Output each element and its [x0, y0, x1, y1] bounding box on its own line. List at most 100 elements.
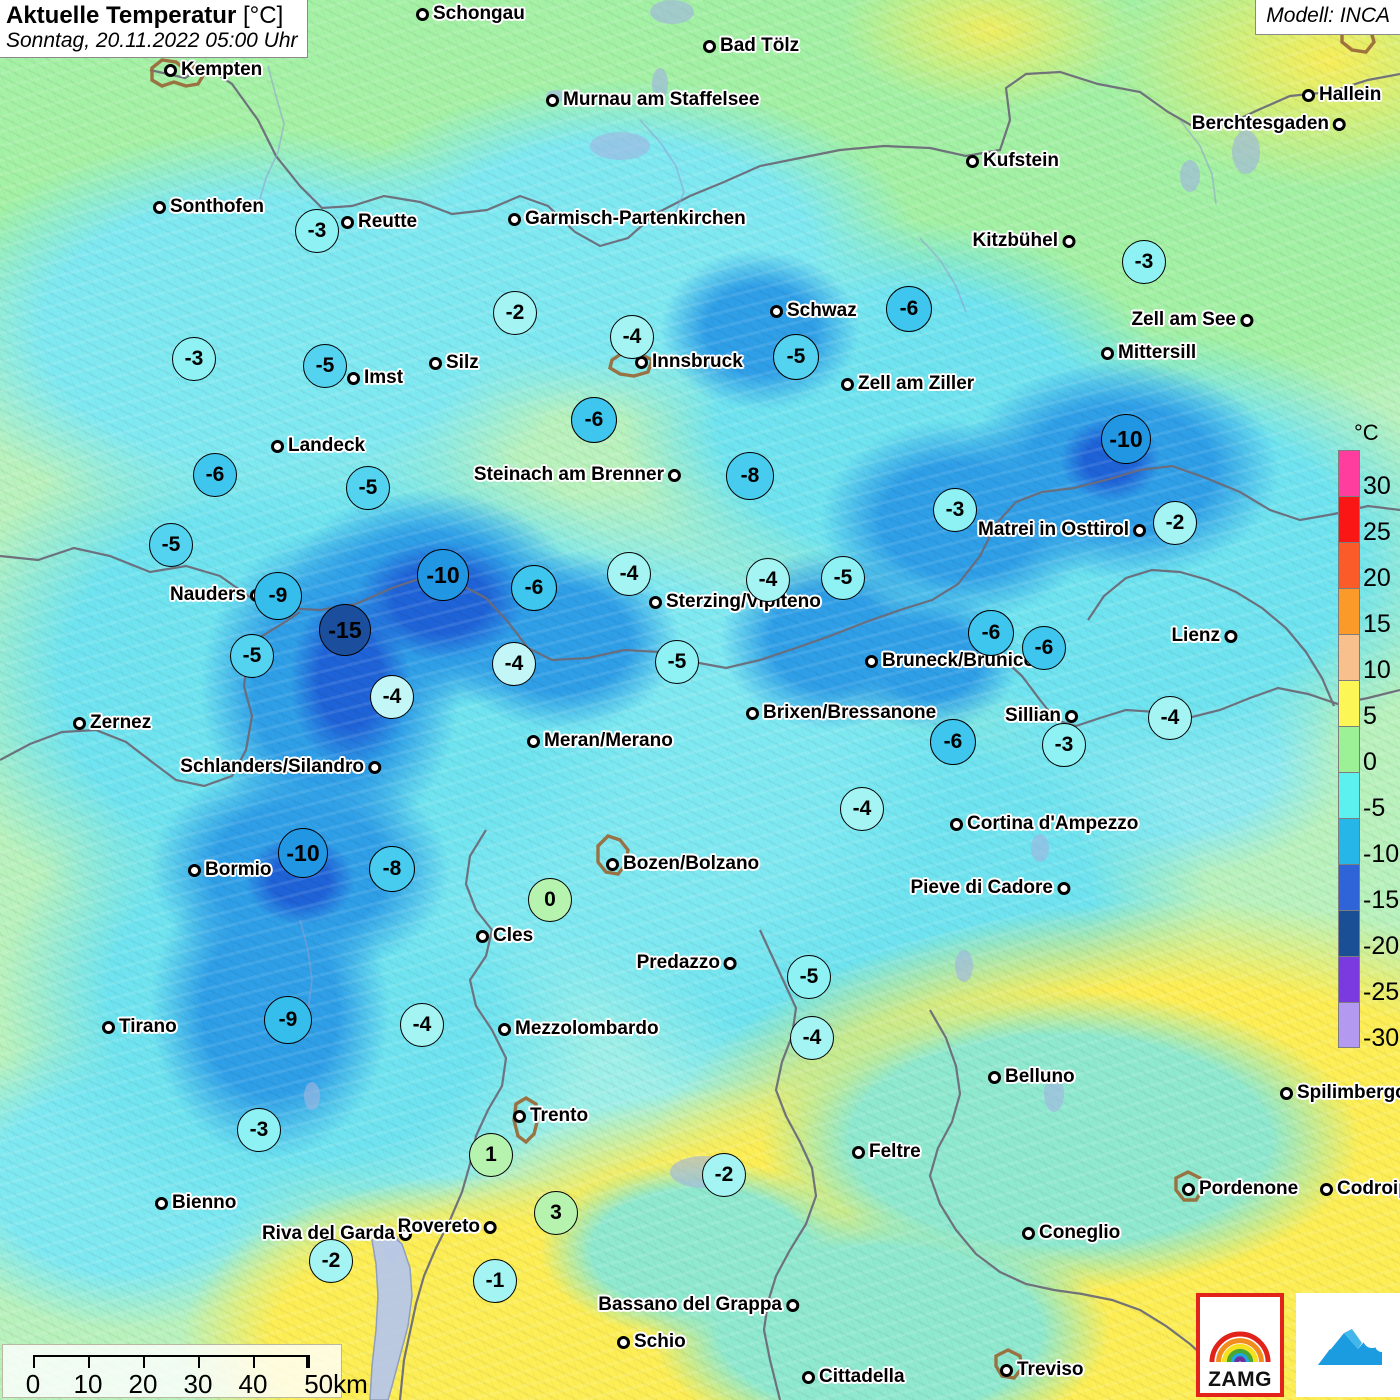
station-temperature-bubble: -2	[309, 1239, 353, 1283]
station-temperature-bubble: -9	[264, 996, 312, 1044]
station-temperature-bubble: 0	[528, 878, 572, 922]
station-temperature-bubble: -3	[172, 337, 216, 381]
station-temperature-bubble: -2	[1153, 501, 1197, 545]
legend-band	[1338, 772, 1360, 818]
scale-bar-label: 20	[128, 1369, 158, 1399]
station-temperature-bubble: -9	[254, 572, 302, 620]
lake-garda	[369, 1231, 413, 1400]
legend-band	[1338, 634, 1360, 680]
legend-tick-label: -10	[1363, 839, 1400, 868]
legend-tick-label: 5	[1363, 701, 1377, 730]
station-temperature-bubble: -4	[400, 1003, 444, 1047]
scale-bar-label: 30	[183, 1369, 213, 1399]
page-title: Aktuelle Temperatur [°C]	[6, 3, 298, 29]
legend-band	[1338, 818, 1360, 864]
legend-tick-label: -20	[1363, 931, 1400, 960]
scale-bar-label: 10	[73, 1369, 103, 1399]
station-temperature-bubble: -4	[607, 552, 651, 596]
station-temperature-bubble: -3	[933, 488, 977, 532]
station-temperature-bubble: -3	[295, 209, 339, 253]
station-temperature-bubble: -8	[369, 846, 415, 892]
station-temperature-bubble: 1	[469, 1133, 513, 1177]
zamg-logo-text: ZAMG	[1208, 1368, 1272, 1391]
scale-bar-rule	[33, 1355, 308, 1368]
geosphere-logo	[1296, 1293, 1400, 1397]
station-temperature-bubble: -5	[787, 955, 831, 999]
station-temperature-bubble: -10	[1101, 414, 1151, 464]
station-temperature-bubble: -6	[1022, 626, 1066, 670]
legend-band	[1338, 910, 1360, 956]
title-unit-text: [°C]	[242, 2, 284, 29]
title-main-text: Aktuelle Temperatur	[6, 2, 237, 29]
station-temperature-bubble: -4	[370, 675, 414, 719]
mountain-cloud-icon	[1318, 1329, 1389, 1365]
scale-bar-tick	[308, 1355, 310, 1368]
scale-bar: 0 10 20 30 40 50km	[2, 1344, 368, 1399]
scale-bar-label: 0	[25, 1369, 41, 1399]
model-label: Modell: INCA	[1266, 4, 1390, 27]
station-temperature-bubble: -5	[773, 334, 819, 380]
legend-band	[1338, 542, 1360, 588]
legend-band	[1338, 588, 1360, 634]
legend-tick-label: -30	[1363, 1023, 1400, 1052]
station-temperature-bubble: -5	[346, 466, 390, 510]
station-temperature-bubble: -8	[726, 452, 774, 500]
model-panel: Modell: INCA	[1255, 0, 1400, 35]
station-temperature-bubble: -10	[278, 828, 328, 878]
legend-tick-label: 15	[1363, 609, 1391, 638]
legend-unit-label: °C	[1354, 420, 1379, 445]
station-temperature-bubble: -6	[886, 286, 932, 332]
scale-bar-tick	[88, 1355, 90, 1368]
station-temperature-bubble: -3	[1042, 723, 1086, 767]
station-temperature-bubble: -6	[193, 453, 237, 497]
legend-band	[1338, 956, 1360, 1002]
legend-band	[1338, 496, 1360, 542]
scale-bar-tick	[143, 1355, 145, 1368]
station-temperature-bubble: -3	[1122, 240, 1166, 284]
legend-band	[1338, 450, 1360, 496]
legend-tick-label: 20	[1363, 563, 1391, 592]
station-temperature-bubble: -4	[746, 558, 790, 602]
scale-bar-tick	[198, 1355, 200, 1368]
scale-bar-tick	[33, 1355, 35, 1368]
color-legend: °C 30 25 20 15 10 5 0 -5 -10 -15 -20 -25 -30	[1338, 420, 1400, 1050]
legend-band	[1338, 864, 1360, 910]
legend-tick-label: 0	[1363, 747, 1377, 776]
station-temperature-bubble: -1	[473, 1259, 517, 1303]
station-temperature-bubble: -6	[930, 719, 976, 765]
legend-tick-label: 30	[1363, 471, 1391, 500]
station-temperature-bubble: 3	[534, 1191, 578, 1235]
legend-tick-label: 25	[1363, 517, 1391, 546]
station-temperature-bubble: -3	[237, 1108, 281, 1152]
station-temperature-bubble: -5	[230, 634, 274, 678]
legend-band	[1338, 680, 1360, 726]
station-temperature-bubble: -10	[417, 549, 469, 601]
legend-color-bar	[1338, 450, 1360, 1048]
station-temperature-bubble: -6	[511, 565, 557, 611]
legend-tick-label: 10	[1363, 655, 1391, 684]
legend-band	[1338, 1002, 1360, 1048]
station-temperature-bubble: -4	[790, 1016, 834, 1060]
legend-tick-label: -25	[1363, 977, 1400, 1006]
legend-band	[1338, 726, 1360, 772]
station-temperature-bubble: -5	[821, 556, 865, 600]
station-temperature-bubble: -5	[303, 344, 347, 388]
scale-bar-label: 40	[238, 1369, 268, 1399]
station-temperature-bubble: -6	[968, 610, 1014, 656]
station-temperature-bubble: -5	[655, 640, 699, 684]
zamg-logo: ZAMG	[1196, 1293, 1284, 1397]
station-temperature-bubble: -2	[702, 1153, 746, 1197]
station-temperature-bubble: -4	[610, 315, 654, 359]
legend-tick-label: -5	[1363, 793, 1386, 822]
scale-bar-label: 50km	[304, 1369, 368, 1399]
station-temperature-bubble: -4	[492, 642, 536, 686]
legend-tick-label: -15	[1363, 885, 1400, 914]
title-timestamp: Sonntag, 20.11.2022 05:00 Uhr	[6, 28, 298, 52]
station-temperature-bubble: -2	[493, 291, 537, 335]
station-temperature-bubble: -6	[571, 397, 617, 443]
title-panel: Aktuelle Temperatur [°C] Sonntag, 20.11.…	[0, 0, 308, 59]
station-temperature-bubble: -15	[319, 604, 371, 656]
station-temperature-bubble: -5	[149, 523, 193, 567]
